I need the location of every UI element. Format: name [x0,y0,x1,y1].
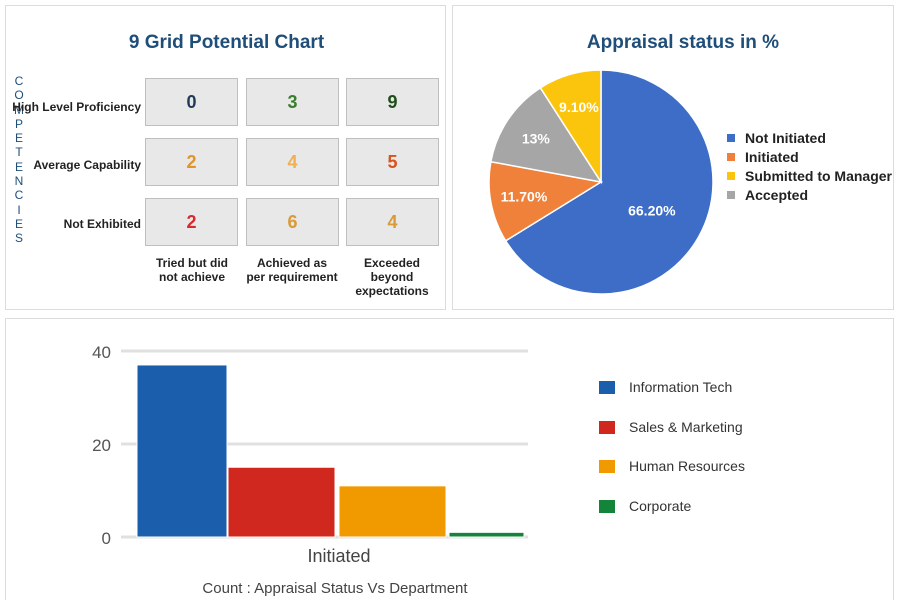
y-tick-label: 0 [102,529,111,548]
bar[interactable] [338,485,447,538]
pie-legend-submitted[interactable]: Submitted to Manager [727,168,892,184]
grid-cell[interactable]: 0 [145,78,238,126]
grid-cell[interactable]: 3 [246,78,339,126]
legend-swatch [727,172,735,180]
row-label-high-level: High Level Proficiency [12,100,141,114]
pie-slice[interactable] [489,86,603,184]
bar-legend-human-resources[interactable]: Human Resources [599,458,745,474]
pie-slice-label: 9.10% [559,99,599,115]
pie-slice-label: 11.70% [501,188,548,204]
column-label-tried: Tried but did not achieve [156,256,228,284]
grid-cell[interactable]: 4 [246,138,339,186]
bar-legend-information-tech[interactable]: Information Tech [599,379,732,395]
pie-legend-initiated[interactable]: Initiated [727,149,799,165]
pie-slice[interactable] [504,69,714,295]
department-bar-panel: 0 20 40 Initiated Count : Appraisal Status V… [5,318,894,600]
bar-chart-title: Count : Appraisal Status Vs Department [202,580,468,597]
column-label-exceeded: Exceeded beyond expectations [355,256,429,298]
pie-slice-label: 13% [522,130,551,146]
bar[interactable] [136,364,228,538]
legend-swatch [727,153,735,161]
nine-grid-title: 9 Grid Potential Chart [128,32,325,53]
grid-cell[interactable]: 2 [145,198,238,246]
grid-cell-value: 0 [186,91,197,112]
grid-cell-value: 2 [186,151,197,172]
pie-slice-label: 66.20% [628,202,676,218]
bar-legend-sales-marketing[interactable]: Sales & Marketing [599,419,743,435]
grid-cell[interactable]: 4 [346,198,439,246]
column-label-achieved: Achieved as per requirement [246,256,338,284]
bar-chart: 0 20 40 Initiated Count : Appraisal Status V… [92,343,528,597]
pie-legend-not-initiated[interactable]: Not Initiated [727,130,826,146]
pie-slice[interactable] [539,69,602,185]
row-label-average: Average Capability [33,158,141,172]
legend-swatch [599,499,615,513]
pie-legend-accepted[interactable]: Accepted [727,187,808,203]
grid-cell[interactable]: 2 [145,138,238,186]
legend-swatch [727,134,735,142]
grid-cell-value: 6 [287,211,298,232]
pie-slice[interactable] [488,160,604,242]
grid-cell-value: 3 [287,91,298,112]
legend-swatch [599,380,615,394]
grid-cell-value: 5 [387,151,398,172]
grid-cell-value: 9 [387,91,398,112]
bar[interactable] [227,466,336,538]
pie-chart: 66.20% 11.70% 13% 9.10% [488,69,714,295]
bar[interactable] [448,531,525,538]
grid-cell[interactable]: 6 [246,198,339,246]
grid-cell-value: 2 [186,211,197,232]
legend-swatch [599,420,615,434]
y-tick-label: 20 [92,436,111,455]
grid-cell-value: 4 [287,151,298,172]
legend-swatch [727,191,735,199]
grid-cell-value: 4 [387,211,398,232]
row-label-not-exhibited: Not Exhibited [63,217,141,231]
x-category-label: Initiated [307,546,370,566]
y-tick-label: 40 [92,343,111,362]
bar-legend-corporate[interactable]: Corporate [599,498,691,514]
pie-title: Appraisal status in % [586,32,780,53]
legend-swatch [599,459,615,473]
grid-cell[interactable]: 9 [346,78,439,126]
grid-cell[interactable]: 5 [346,138,439,186]
appraisal-pie-panel: Appraisal status in % 66.20% 11.70% 13% 9.1… [452,5,894,310]
